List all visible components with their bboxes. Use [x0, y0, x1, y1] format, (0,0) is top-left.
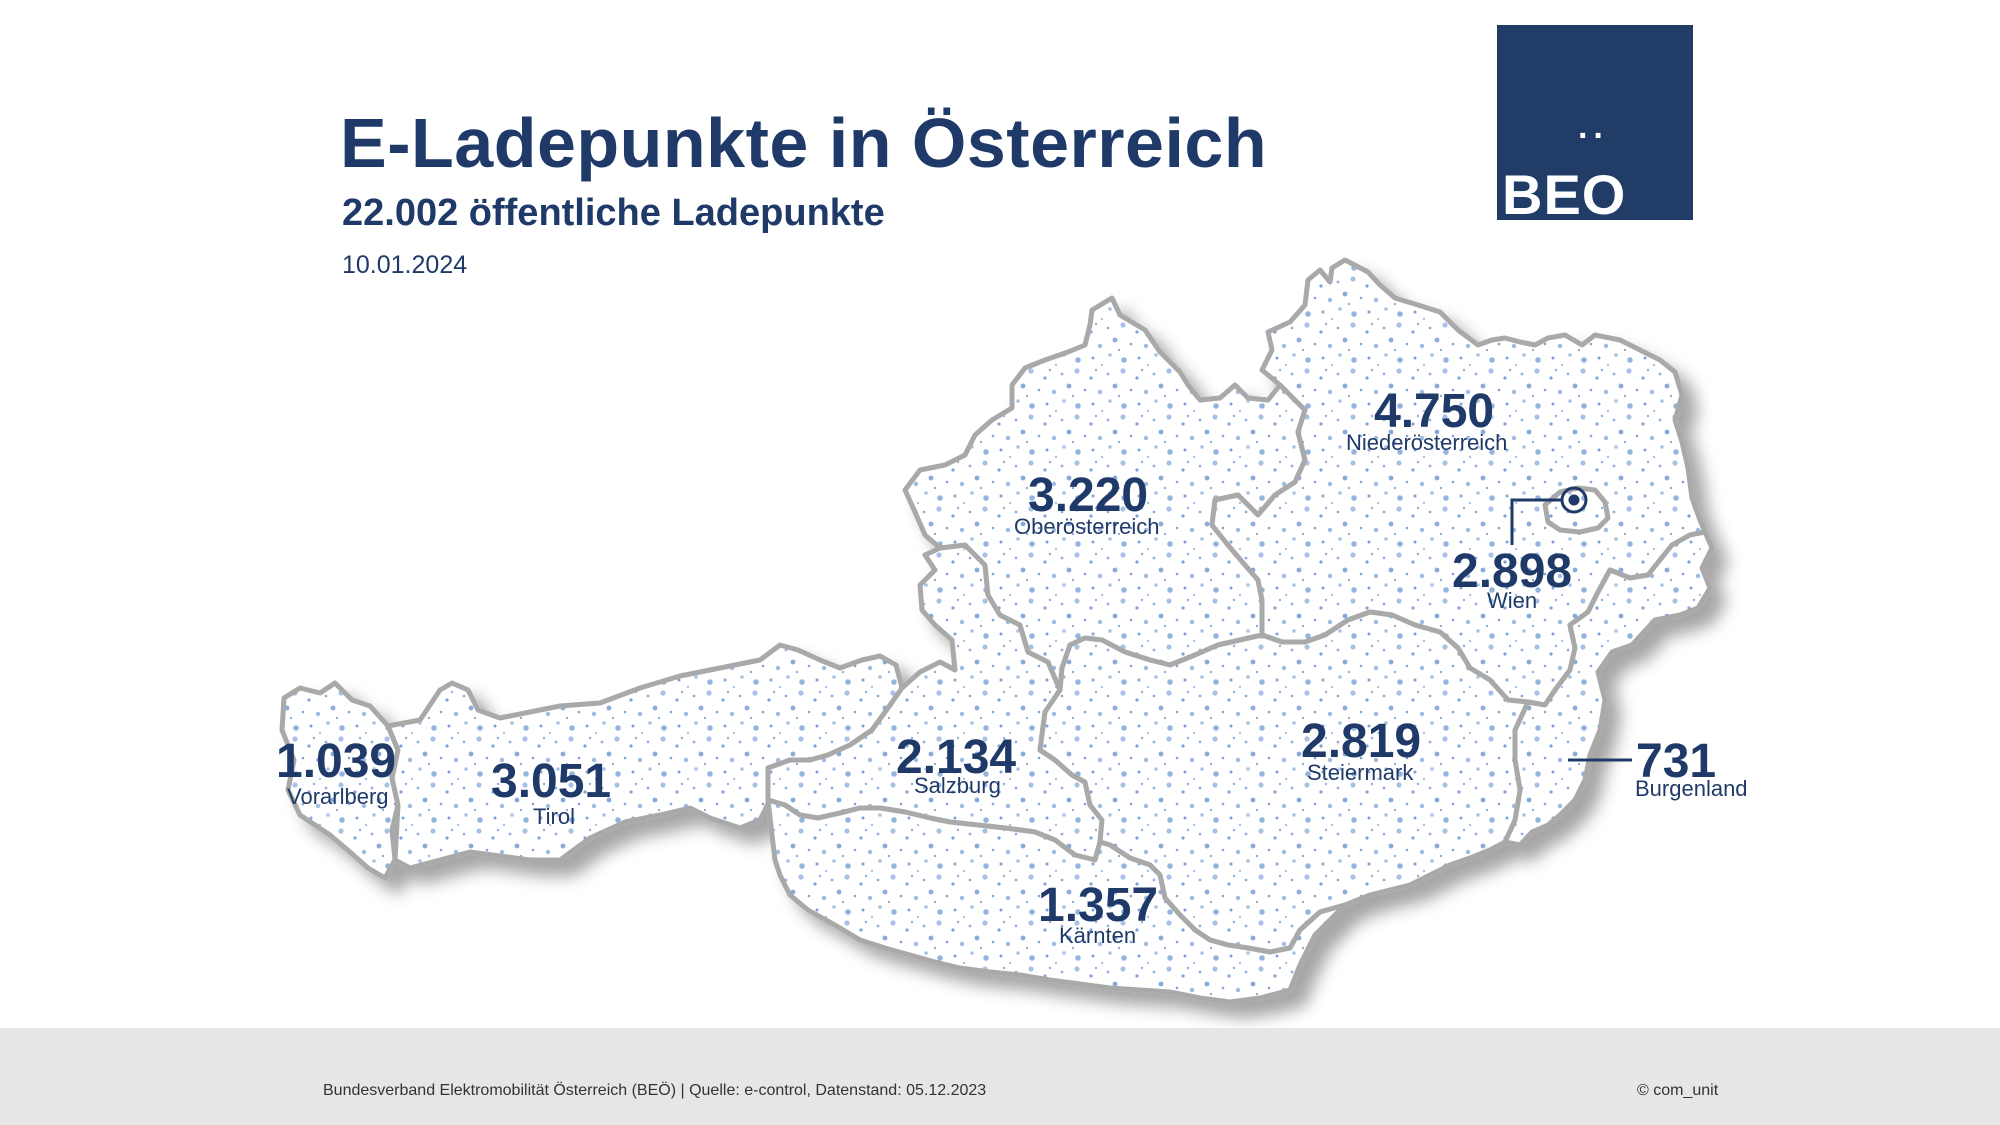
date-label: 10.01.2024 — [342, 251, 468, 279]
region-value-salzburg: 2.134 — [896, 731, 1017, 784]
region-value-vorarlberg: 1.039 — [276, 735, 397, 788]
region-name-oberoesterreich: Oberösterreich — [1014, 514, 1160, 539]
region-name-burgenland: Burgenland — [1635, 776, 1748, 801]
region-name-wien: Wien — [1487, 588, 1538, 613]
region-name-kaernten: Kärnten — [1059, 923, 1137, 948]
region-value-niederoesterreich: 4.750 — [1374, 385, 1495, 438]
region-shape-kaernten — [765, 797, 1348, 1005]
region-shape-burgenland — [1502, 529, 1715, 848]
page-subtitle: 22.002 öffentliche Ladepunkte — [342, 192, 885, 234]
footer-copyright: © com_unit — [1637, 1082, 1719, 1099]
austria-map — [279, 257, 1715, 1005]
footer-bar — [0, 1028, 2000, 1125]
logo-dots: ·· — [1578, 117, 1609, 155]
region-value-burgenland: 731 — [1636, 735, 1717, 788]
beo-logo: ·· BEO — [1497, 25, 1693, 226]
region-shapes — [279, 257, 1715, 1005]
wien-marker-line — [1510, 498, 1562, 545]
region-name-salzburg: Salzburg — [914, 773, 1001, 798]
region-value-kaernten: 1.357 — [1038, 879, 1159, 932]
region-shape-wien — [1542, 485, 1611, 535]
region-value-wien: 2.898 — [1452, 545, 1573, 598]
region-value-tirol: 3.051 — [491, 755, 612, 808]
wien-marker-dot — [1568, 494, 1580, 506]
region-value-steiermark: 2.819 — [1301, 715, 1422, 768]
logo-text: BEO — [1502, 163, 1627, 226]
region-name-vorarlberg: Vorarlberg — [287, 784, 389, 809]
wien-marker — [1510, 486, 1588, 545]
region-value-oberoesterreich: 3.220 — [1028, 469, 1149, 522]
region-name-steiermark: Steiermark — [1307, 760, 1414, 785]
region-name-tirol: Tirol — [533, 804, 575, 829]
region-shape-tirol — [385, 642, 905, 871]
region-shape-vorarlberg — [279, 680, 401, 881]
footer-source: Bundesverband Elektromobilität Österreic… — [323, 1082, 987, 1099]
page-title: E-Ladepunkte in Österreich — [340, 104, 1268, 182]
region-name-niederoesterreich: Niederösterreich — [1346, 430, 1508, 455]
